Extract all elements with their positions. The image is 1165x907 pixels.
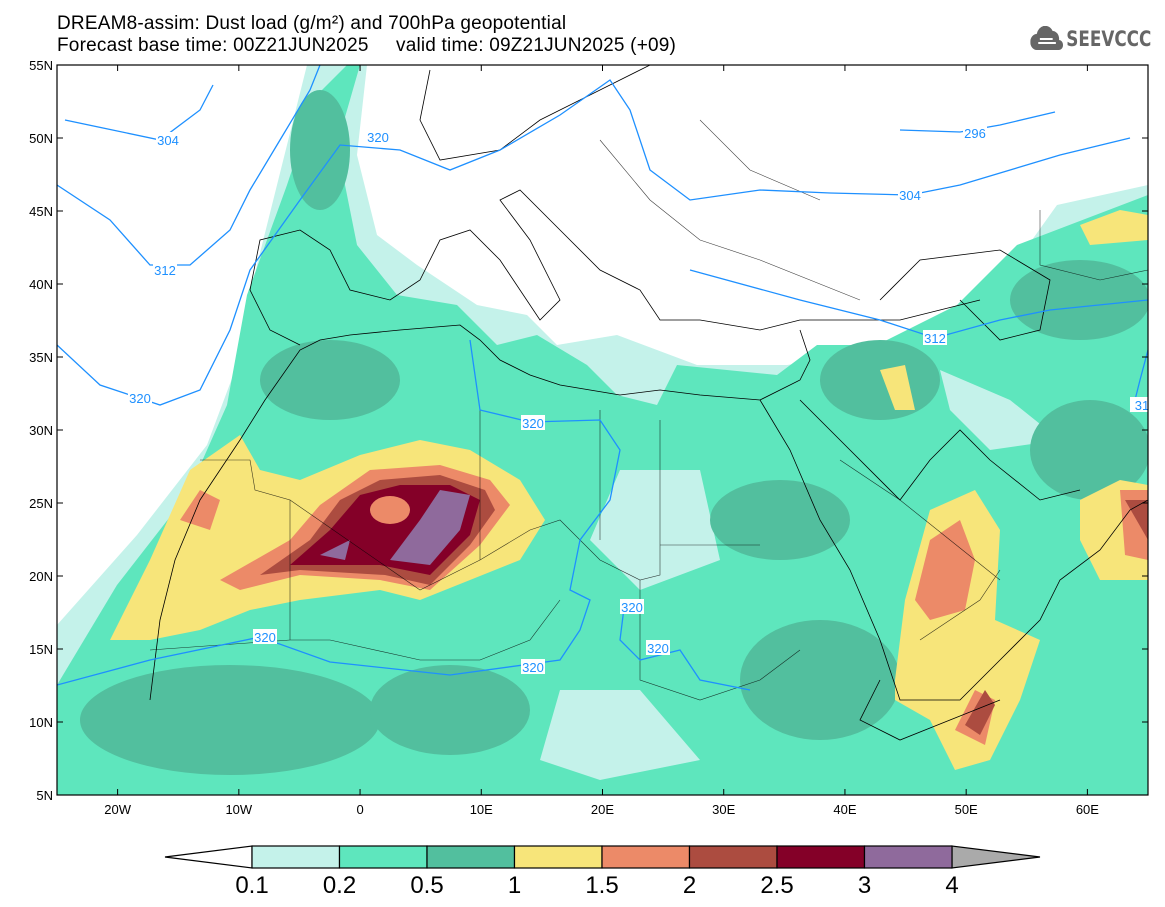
axis-ticks: 55N 50N 45N 40N 35N 30N 25N 20N 15N 10N 5N 20W 10W 0 1…: [29, 58, 1148, 817]
contour-label: 320: [254, 630, 276, 645]
colorbar-label: 1: [507, 872, 522, 899]
lon-label: 60E: [1076, 802, 1099, 817]
contour-label-bg: [963, 125, 987, 140]
coastlines: [149, 65, 1148, 741]
contour-label: 320: [647, 641, 669, 656]
lat-label: 35N: [29, 350, 53, 365]
contour-label: 320: [621, 600, 643, 615]
contour-label-bg: [620, 599, 644, 614]
seevccc-logo: SEEVCCC: [1030, 26, 1151, 52]
lat-label: 10N: [29, 715, 53, 730]
lon-label: 0: [356, 802, 363, 817]
dust-arabia-1.5: [915, 490, 1148, 745]
contour-label-bg: [521, 659, 545, 674]
contour-label: 304: [899, 188, 921, 203]
dust-level-0.1-patch: [540, 370, 1060, 780]
lon-label: 30E: [712, 802, 735, 817]
dust-arabia-2: [965, 500, 1148, 735]
contour-label: 320: [522, 660, 544, 675]
contour-label-bg: [156, 132, 180, 147]
contour-label: 320: [129, 391, 151, 406]
contour-label: 31: [1135, 398, 1149, 413]
lon-label: 50E: [955, 802, 978, 817]
lon-label: 20E: [591, 802, 614, 817]
dust-local-max: [370, 496, 410, 524]
contour-label-bg: [366, 129, 390, 144]
contour-label-bg: [253, 629, 277, 644]
contour-label: 296: [964, 126, 986, 141]
contour-label-bg: [128, 390, 152, 405]
contour-label: 312: [924, 331, 946, 346]
contour-label-bg: [521, 415, 545, 430]
contour-labels: 304 312 320 320 320 320 320 320 320 296 304 312 31: [128, 125, 1149, 675]
dust-level-3: [320, 490, 470, 565]
lon-label: 20W: [104, 802, 131, 817]
dust-arabia-1: [880, 210, 1148, 770]
colorbar-label: 2: [682, 872, 697, 899]
chart-title: DREAM8-assim: Dust load (g/m²) and 700hP…: [57, 13, 567, 34]
lat-label: 55N: [29, 58, 53, 73]
logo-text: SEEVCCC: [1065, 27, 1151, 51]
lon-label: 40E: [833, 802, 856, 817]
contour-label-bg: [923, 330, 947, 345]
colorbar-label: 4: [945, 872, 959, 899]
lat-label: 45N: [29, 204, 53, 219]
lat-label: 20N: [29, 569, 53, 584]
colorbar-label: 0.1: [235, 872, 269, 899]
dust-field: 304 312 320 320 320 320 320 320 320 296 304 312 31: [57, 65, 1149, 795]
lon-label: 10E: [470, 802, 493, 817]
contour-label-bg: [153, 262, 177, 277]
colorbar-label: 0.5: [410, 872, 444, 899]
colorbar-label: 0.2: [322, 872, 357, 899]
contour-label: 320: [367, 130, 389, 145]
dust-level-0.5: [80, 90, 1148, 775]
lat-label: 30N: [29, 423, 53, 438]
forecast-time: Forecast base time: 00Z21JUN2025 valid t…: [57, 35, 677, 56]
lat-label: 40N: [29, 277, 53, 292]
contour-label-bg: [1130, 397, 1148, 412]
lat-label: 5N: [36, 788, 53, 803]
lat-label: 50N: [29, 131, 53, 146]
lat-label: 25N: [29, 496, 53, 511]
lat-label: 15N: [29, 642, 53, 657]
contour-label: 320: [522, 416, 544, 431]
colorbar-label: 3: [857, 872, 872, 899]
contour-label: 304: [157, 133, 179, 148]
contour-label-bg: [646, 640, 670, 655]
contour-label: 312: [154, 263, 176, 278]
geopotential-contours: [57, 65, 1148, 691]
dust-level-0.2: [57, 65, 1148, 795]
contour-label-bg: [898, 187, 922, 202]
colorbar-label: 2.5: [760, 872, 794, 899]
borders: [149, 119, 1148, 701]
cloud-icon: [1030, 26, 1063, 50]
colorbar-label: 1.5: [585, 872, 619, 899]
lon-label: 10W: [225, 802, 252, 817]
